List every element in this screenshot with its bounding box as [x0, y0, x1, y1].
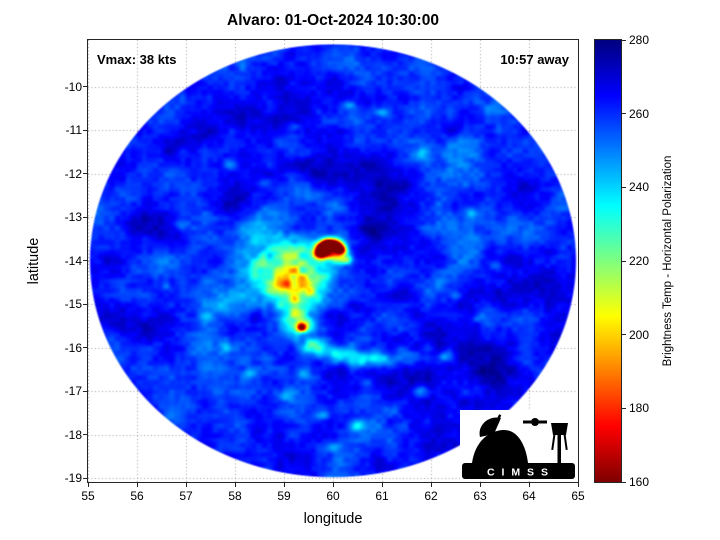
y-tick-mark	[83, 434, 87, 436]
cimss-logo-text: C I M S S	[487, 467, 550, 479]
x-tick-mark	[87, 483, 89, 487]
dish-feed-arm-icon	[493, 414, 502, 428]
x-tick-mark	[136, 483, 138, 487]
x-tick-mark	[430, 483, 432, 487]
y-tick-mark	[83, 216, 87, 218]
tower-mast-icon	[557, 434, 561, 463]
x-tick-mark	[479, 483, 481, 487]
x-tick-mark	[185, 483, 187, 487]
x-tick-label: 60	[326, 489, 340, 503]
x-tick-label: 63	[473, 489, 487, 503]
tower-tank-icon	[551, 423, 568, 435]
y-tick-label: -13	[64, 210, 82, 225]
y-tick-label: -15	[64, 297, 82, 312]
x-tick-label: 55	[81, 489, 95, 503]
x-tick-mark	[332, 483, 334, 487]
x-tick-label: 59	[277, 489, 291, 503]
x-tick-mark	[577, 483, 579, 487]
x-tick-label: 65	[571, 489, 585, 503]
y-tick-label: -18	[64, 427, 82, 442]
colorbar-tick-label: 160	[629, 475, 650, 489]
cimss-logo: C I M S S	[460, 410, 577, 481]
colorbar-tick-label: 220	[629, 254, 650, 268]
tower-leg-left-icon	[551, 433, 556, 450]
colorbar-tick-mark	[622, 113, 626, 115]
colorbar-tick-label: 260	[629, 106, 650, 121]
colorbar-tick-mark	[622, 481, 626, 483]
y-tick-mark	[83, 347, 87, 349]
colorbar-tick-mark	[622, 334, 626, 336]
y-tick-mark	[83, 390, 87, 392]
y-tick-mark	[83, 477, 87, 479]
x-tick-label: 61	[375, 489, 389, 503]
colorbar-tick-mark	[622, 260, 626, 262]
time-offset-annotation: 10:57 away	[500, 52, 569, 67]
colorbar-label: Brightness Temp - Horizontal Polarizatio…	[662, 155, 674, 367]
satellite-panel-left-icon	[523, 420, 532, 424]
logo-text-band	[462, 463, 575, 479]
satellite-panel-right-icon	[538, 420, 547, 424]
x-tick-mark	[528, 483, 530, 487]
y-tick-label: -17	[64, 384, 82, 399]
x-tick-label: 62	[424, 489, 438, 503]
y-tick-mark	[83, 129, 87, 131]
y-tick-label: -10	[64, 79, 82, 94]
colorbar-tick-mark	[622, 186, 626, 188]
plot-area: Vmax: 38 kts 10:57 away C I M S S	[87, 39, 579, 483]
x-tick-label: 57	[179, 489, 193, 503]
colorbar-tick-label: 280	[629, 33, 650, 47]
y-tick-label: -12	[64, 166, 82, 181]
x-tick-mark	[381, 483, 383, 487]
colorbar-tick-mark	[622, 407, 626, 409]
x-tick-label: 56	[130, 489, 144, 503]
y-tick-label: -11	[65, 123, 82, 138]
y-tick-label: -16	[64, 340, 82, 355]
y-tick-label: -19	[64, 471, 82, 486]
x-tick-mark	[283, 483, 285, 487]
vmax-annotation: Vmax: 38 kts	[97, 52, 177, 67]
colorbar-tick-label: 180	[629, 401, 650, 416]
colorbar-tick-label: 200	[629, 327, 650, 342]
satellite-image-canvas	[88, 40, 578, 482]
plot-title: Alvaro: 01-Oct-2024 10:30:00	[227, 12, 439, 29]
y-axis-label: latitude	[26, 237, 42, 285]
y-tick-mark	[83, 173, 87, 175]
x-tick-label: 58	[228, 489, 242, 503]
colorbar-gradient-canvas	[595, 40, 621, 482]
y-tick-mark	[83, 260, 87, 262]
observatory-dome-icon	[472, 429, 528, 463]
colorbar-tick-label: 240	[629, 180, 650, 195]
x-tick-label: 64	[522, 489, 536, 503]
colorbar	[594, 39, 622, 483]
x-tick-mark	[234, 483, 236, 487]
y-tick-mark	[83, 86, 87, 88]
colorbar-tick-mark	[622, 39, 626, 41]
y-tick-mark	[83, 303, 87, 305]
tower-leg-right-icon	[563, 433, 568, 450]
satellite-body-icon	[531, 418, 539, 426]
x-axis-label: longitude	[303, 511, 363, 527]
y-tick-label: -14	[64, 253, 82, 268]
